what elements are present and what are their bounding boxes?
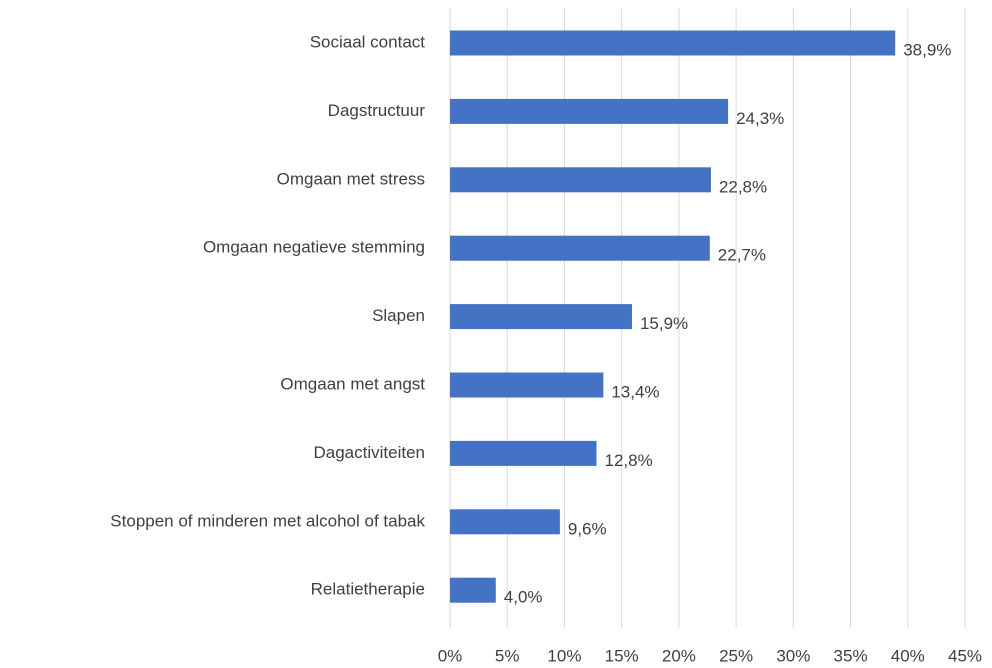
value-label: 12,8% xyxy=(604,451,652,470)
x-tick-label: 15% xyxy=(605,646,639,665)
x-tick-label: 30% xyxy=(776,646,810,665)
x-tick-label: 0% xyxy=(438,646,463,665)
x-tick-label: 20% xyxy=(662,646,696,665)
value-label: 9,6% xyxy=(568,519,607,538)
y-tick-label: Omgaan met angst xyxy=(280,374,425,393)
bar xyxy=(450,509,560,535)
value-label: 38,9% xyxy=(903,40,951,59)
bar xyxy=(450,440,597,466)
x-tick-label: 45% xyxy=(948,646,982,665)
y-tick-label: Dagactiviteiten xyxy=(313,443,425,462)
bar xyxy=(450,304,632,330)
x-tick-label: 5% xyxy=(495,646,520,665)
y-tick-label: Dagstructuur xyxy=(328,101,426,120)
y-tick-label: Sociaal contact xyxy=(310,32,426,51)
bar xyxy=(450,235,710,261)
value-label: 24,3% xyxy=(736,109,784,128)
value-label: 4,0% xyxy=(504,588,543,607)
bar xyxy=(450,30,896,56)
value-label: 22,7% xyxy=(718,246,766,265)
bar xyxy=(450,167,711,193)
y-tick-label: Omgaan met stress xyxy=(277,169,425,188)
bar xyxy=(450,372,604,398)
bar xyxy=(450,98,729,124)
y-tick-label: Relatietherapie xyxy=(311,580,425,599)
x-tick-label: 10% xyxy=(547,646,581,665)
value-label: 13,4% xyxy=(611,382,659,401)
value-label: 15,9% xyxy=(640,314,688,333)
value-label: 22,8% xyxy=(719,177,767,196)
y-tick-label: Slapen xyxy=(372,306,425,325)
y-tick-label: Omgaan negatieve stemming xyxy=(203,238,425,257)
y-tick-label: Stoppen of minderen met alcohol of tabak xyxy=(110,511,425,530)
x-tick-label: 35% xyxy=(834,646,868,665)
bar xyxy=(450,577,496,603)
x-tick-label: 40% xyxy=(891,646,925,665)
x-tick-label: 25% xyxy=(719,646,753,665)
